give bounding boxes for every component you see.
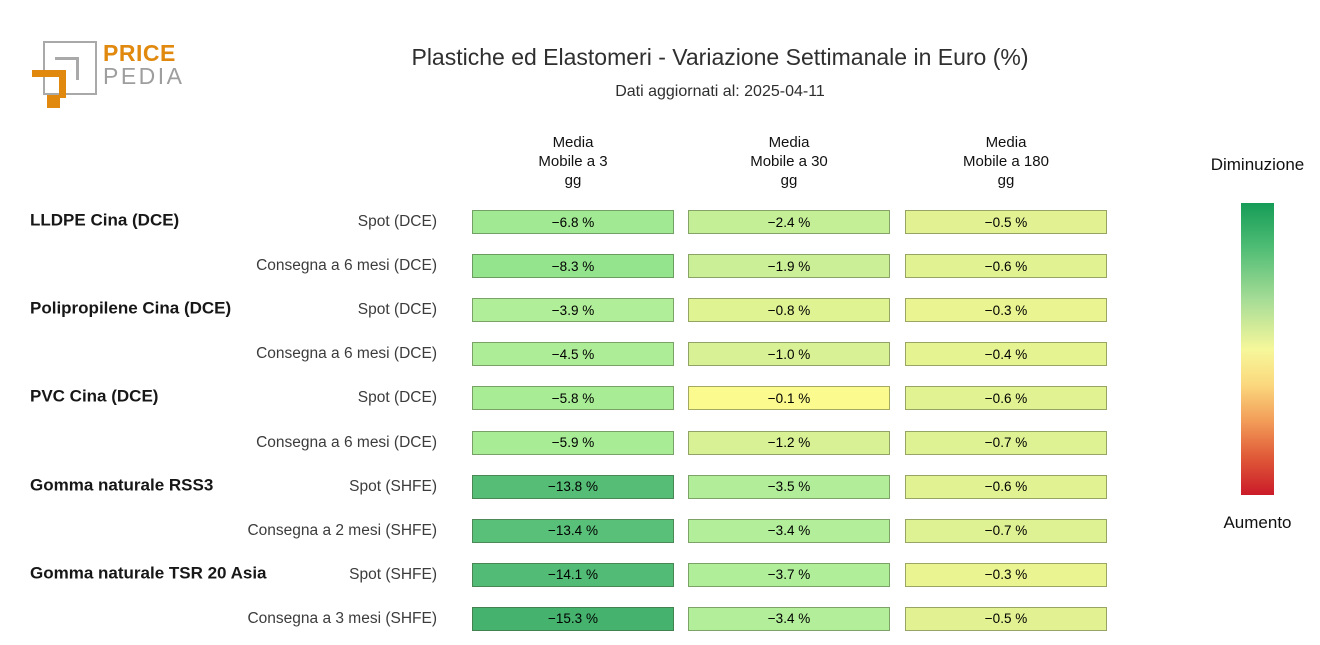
- heatmap-cell: −0.7 %: [905, 430, 1107, 455]
- column-header-ma30: Media Mobile a 30 gg: [750, 134, 828, 189]
- heatmap-cell: −0.6 %: [905, 474, 1107, 499]
- row-group-label: Gomma naturale TSR 20 Asia: [30, 563, 267, 583]
- heatmap-cell: −0.6 %: [905, 254, 1107, 279]
- heatmap-cell: −13.4 %: [472, 518, 674, 543]
- heatmap-cell: −0.7 %: [905, 518, 1107, 543]
- table-row: Consegna a 3 mesi (SHFE) −15.3 % −3.4 % …: [0, 597, 1130, 641]
- heatmap-cell: −1.9 %: [688, 254, 890, 279]
- table-row: Consegna a 6 mesi (DCE) −4.5 % −1.0 % −0…: [0, 332, 1130, 376]
- column-header-ma3: Media Mobile a 3 gg: [538, 134, 608, 189]
- row-sub-label: Consegna a 6 mesi (DCE): [256, 345, 437, 363]
- heatmap-cell: −15.3 %: [472, 606, 674, 631]
- heatmap-cell: −6.8 %: [472, 210, 674, 235]
- logo-bracket-orange-icon: [32, 70, 66, 98]
- colorbar-bottom-label: Aumento: [1223, 513, 1292, 532]
- heatmap-cell: −3.4 %: [688, 518, 890, 543]
- column-headers: Media Mobile a 3 gg Media Mobile a 30 gg…: [0, 133, 1107, 190]
- row-group-label: Gomma naturale RSS3: [30, 475, 214, 495]
- heatmap-cell: −3.5 %: [688, 474, 890, 499]
- logo-text-pedia: PEDIA: [103, 63, 185, 89]
- heatmap-table: LLDPE Cina (DCE) Spot (DCE) −6.8 % −2.4 …: [0, 200, 1130, 641]
- heatmap-cell: −1.0 %: [688, 342, 890, 367]
- heatmap-cell: −0.5 %: [905, 606, 1107, 631]
- pricepedia-logo: PRICE PEDIA: [0, 0, 220, 120]
- table-row: Consegna a 6 mesi (DCE) −5.9 % −1.2 % −0…: [0, 420, 1130, 464]
- heatmap-cell: −4.5 %: [472, 342, 674, 367]
- colorbar-gradient: [1241, 203, 1274, 495]
- row-group-label: Polipropilene Cina (DCE): [30, 298, 232, 318]
- table-row: Polipropilene Cina (DCE) Spot (DCE) −3.9…: [0, 288, 1130, 332]
- heatmap-cell: −0.4 %: [905, 342, 1107, 367]
- heatmap-cell: −0.1 %: [688, 386, 890, 411]
- row-sub-label: Spot (SHFE): [349, 477, 437, 495]
- heatmap-cell: −3.9 %: [472, 298, 674, 323]
- title-block: Plastiche ed Elastomeri - Variazione Set…: [180, 0, 1260, 101]
- table-row: Gomma naturale TSR 20 Asia Spot (SHFE) −…: [0, 553, 1130, 597]
- heatmap-cell: −8.3 %: [472, 254, 674, 279]
- row-group-label: PVC Cina (DCE): [30, 386, 159, 406]
- row-sub-label: Spot (DCE): [357, 301, 437, 319]
- heatmap-cell: −0.3 %: [905, 562, 1107, 587]
- row-sub-label: Consegna a 6 mesi (DCE): [256, 433, 437, 451]
- row-sub-label: Spot (DCE): [357, 389, 437, 407]
- heatmap-cell: −5.8 %: [472, 386, 674, 411]
- heatmap-cell: −0.3 %: [905, 298, 1107, 323]
- column-header-ma180: Media Mobile a 180 gg: [963, 134, 1049, 189]
- colorbar-top-label: Diminuzione: [1210, 155, 1305, 174]
- row-group-label: LLDPE Cina (DCE): [30, 210, 180, 230]
- row-sub-label: Spot (SHFE): [349, 565, 437, 583]
- row-sub-label: Spot (DCE): [357, 213, 437, 231]
- table-row: Consegna a 2 mesi (SHFE) −13.4 % −3.4 % …: [0, 509, 1130, 553]
- column-header-spacer: [0, 133, 472, 190]
- heatmap-cell: −14.1 %: [472, 562, 674, 587]
- logo-square-icon: [43, 41, 97, 95]
- page-title: Plastiche ed Elastomeri - Variazione Set…: [411, 44, 1029, 70]
- heatmap-cell: −1.2 %: [688, 430, 890, 455]
- logo-wordmark: PRICE PEDIA: [103, 42, 185, 88]
- table-row: Consegna a 6 mesi (DCE) −8.3 % −1.9 % −0…: [0, 244, 1130, 288]
- heatmap-cell: −5.9 %: [472, 430, 674, 455]
- logo-small-square-icon: [47, 95, 60, 108]
- table-row: LLDPE Cina (DCE) Spot (DCE) −6.8 % −2.4 …: [0, 200, 1130, 244]
- heatmap-cell: −2.4 %: [688, 210, 890, 235]
- row-sub-label: Consegna a 2 mesi (SHFE): [247, 521, 437, 539]
- heatmap-cell: −13.8 %: [472, 474, 674, 499]
- heatmap-cell: −0.5 %: [905, 210, 1107, 235]
- logo-text-price: PRICE: [103, 40, 176, 66]
- row-sub-label: Consegna a 3 mesi (SHFE): [247, 609, 437, 627]
- heatmap-cell: −0.6 %: [905, 386, 1107, 411]
- table-row: PVC Cina (DCE) Spot (DCE) −5.8 % −0.1 % …: [0, 376, 1130, 420]
- heatmap-cell: −0.8 %: [688, 298, 890, 323]
- heatmap-cell: −3.7 %: [688, 562, 890, 587]
- updated-date-subtitle: Dati aggiornati al: 2025-04-11: [615, 83, 825, 100]
- logo-bracket-gray-icon: [55, 57, 79, 80]
- table-row: Gomma naturale RSS3 Spot (SHFE) −13.8 % …: [0, 465, 1130, 509]
- heatmap-cell: −3.4 %: [688, 606, 890, 631]
- row-sub-label: Consegna a 6 mesi (DCE): [256, 257, 437, 275]
